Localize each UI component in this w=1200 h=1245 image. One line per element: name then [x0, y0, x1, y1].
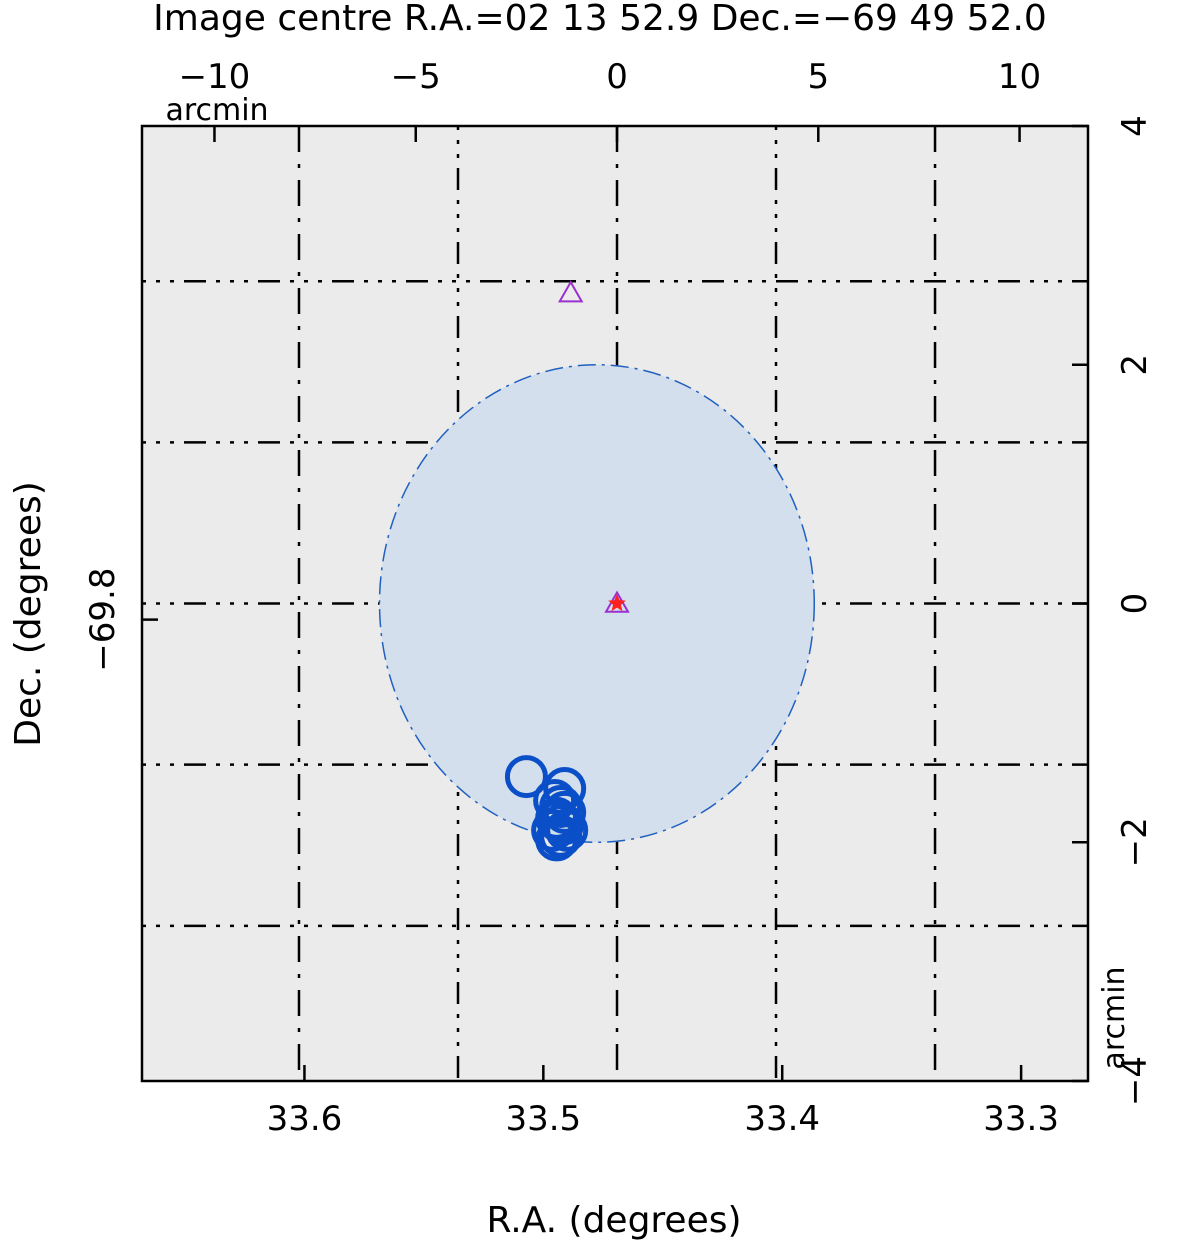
right-tick-label: −4	[1115, 1056, 1155, 1106]
top-tick-label: −5	[391, 57, 441, 97]
markers	[504, 280, 630, 862]
x-axis-title: R.A. (degrees)	[486, 1200, 741, 1241]
top-axis-unit-label: arcmin	[165, 93, 268, 128]
right-axis-unit-label: arcmin	[1097, 966, 1132, 1069]
error-ellipse-group	[378, 364, 816, 843]
right-tick-label: 2	[1115, 354, 1155, 376]
x-tick-label: 33.4	[744, 1099, 820, 1139]
source-circle	[539, 814, 583, 858]
top-tick-label: 0	[606, 57, 628, 97]
x-tick-label: 33.5	[505, 1099, 581, 1139]
source-triangle	[557, 280, 584, 303]
error-ellipse	[378, 364, 816, 843]
y-axis-title: Dec. (degrees)	[8, 481, 49, 747]
source-circle	[504, 755, 548, 799]
x-tick-label: 33.3	[983, 1099, 1059, 1139]
right-tick-label: 4	[1115, 115, 1155, 137]
axis-ticks: 33.6 33.5 33.4 33.3 −10 −5 0 5 10 −69.8 4 2 0 −2 −4	[83, 57, 1155, 1139]
source-circle	[537, 799, 581, 843]
top-tick-label: −10	[179, 57, 251, 97]
source-circle	[535, 818, 579, 862]
chart-title: Image centre R.A.=02 13 52.9 Dec.=−69 49…	[153, 0, 1047, 39]
right-tick-label: −2	[1115, 817, 1155, 867]
source-star	[608, 594, 626, 612]
right-tick-label: 0	[1115, 593, 1155, 615]
top-tick-label: 10	[998, 57, 1041, 97]
source-circle	[545, 808, 589, 852]
x-tick-label: 33.6	[267, 1099, 343, 1139]
y-tick-label: −69.8	[83, 568, 123, 672]
top-tick-label: 5	[807, 57, 829, 97]
